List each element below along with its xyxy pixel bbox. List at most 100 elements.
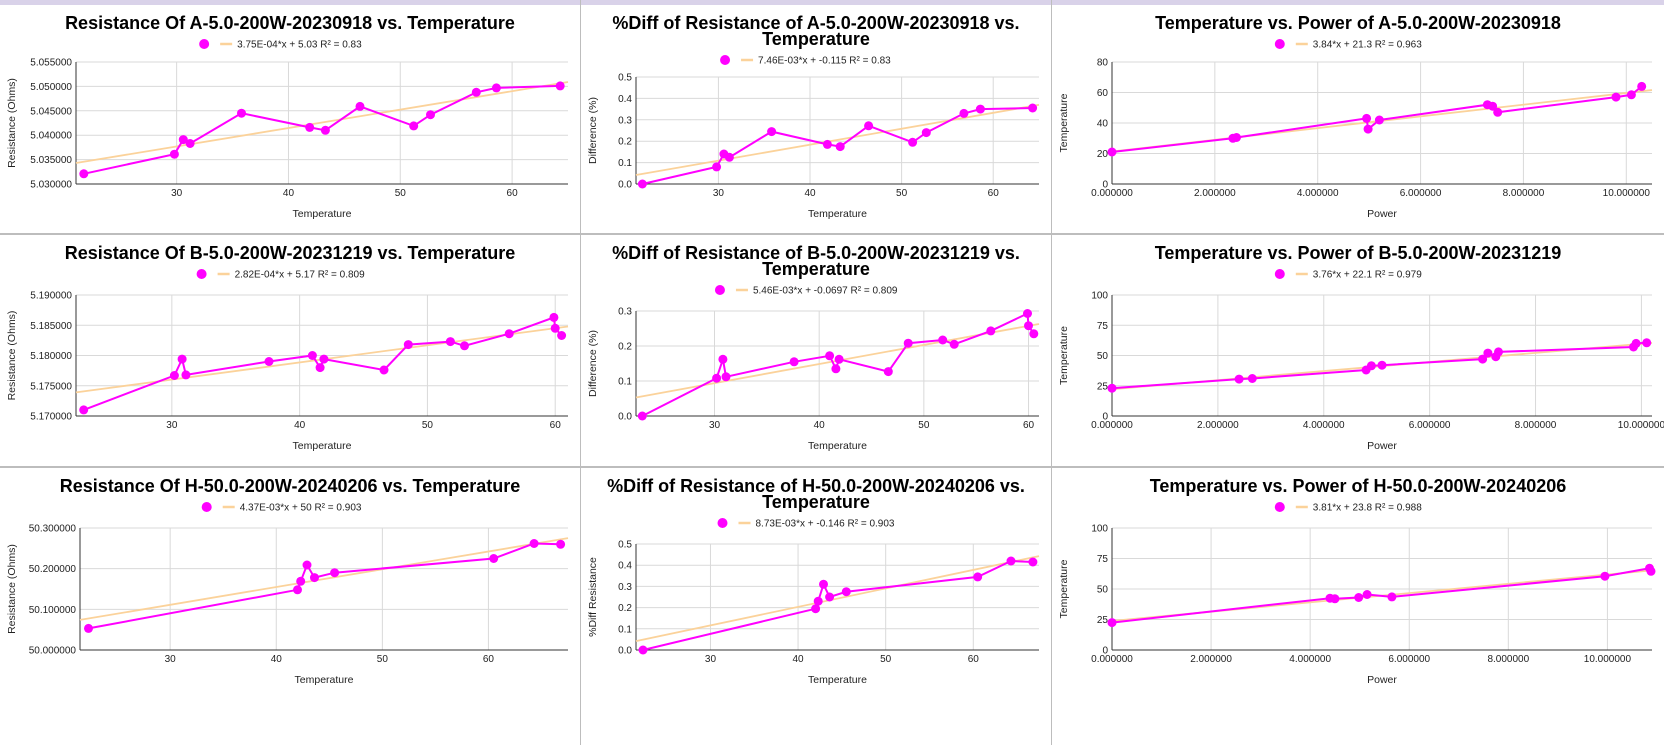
data-point [721, 372, 731, 382]
column-divider [580, 0, 581, 745]
data-point [841, 587, 851, 597]
row-divider [0, 466, 1664, 468]
x-axis-label: Temperature [295, 674, 354, 686]
y-axis-label: Difference (%) [587, 97, 599, 164]
legend-text: 4.37E-03*x + 50 R² = 0.903 [240, 503, 362, 514]
data-point [712, 373, 722, 383]
column-divider [1051, 0, 1052, 745]
data-point [185, 139, 195, 148]
data-point [903, 338, 913, 348]
data-point [491, 83, 501, 93]
chart-legend: 8.73E-03*x + -0.146 R² = 0.903 [717, 518, 895, 530]
data-point [637, 179, 647, 189]
y-tick-label: 50 [1097, 585, 1109, 596]
data-point [831, 364, 841, 374]
data-point [1107, 147, 1117, 157]
x-axis-label: Temperature [293, 440, 352, 452]
y-tick-label: 0.0 [618, 646, 632, 657]
data-point [556, 539, 566, 549]
y-tick-label: 5.180000 [30, 351, 72, 362]
data-point [1493, 107, 1503, 117]
legend-text: 8.73E-03*x + -0.146 R² = 0.903 [756, 519, 895, 530]
x-tick-label: 40 [283, 188, 295, 199]
x-tick-label: 40 [271, 654, 283, 665]
y-tick-label: 0.3 [618, 582, 632, 593]
chart-legend: 3.81*x + 23.8 R² = 0.988 [1274, 502, 1422, 514]
chart-legend: 3.75E-04*x + 5.03 R² = 0.83 [199, 39, 362, 51]
x-tick-label: 4.000000 [1289, 654, 1331, 665]
legend-text: 2.82E-04*x + 5.17 R² = 0.809 [235, 270, 366, 281]
data-point [310, 573, 319, 583]
x-tick-label: 0.000000 [1091, 654, 1133, 665]
data-point [637, 411, 647, 421]
y-tick-label: 5.185000 [30, 321, 72, 332]
legend-marker-data [1274, 502, 1285, 512]
chart-svg: Temperature vs. Power of B-5.0-200W-2023… [1058, 243, 1664, 452]
data-point [320, 125, 330, 135]
data-point [550, 323, 560, 333]
data-point [460, 341, 469, 351]
x-axis-label: Temperature [808, 208, 867, 220]
x-tick-label: 10.000000 [1603, 188, 1651, 199]
chart-svg: %Diff of Resistance of B-5.0-200W-202312… [587, 243, 1040, 452]
data-point [1232, 133, 1241, 142]
data-point [825, 592, 835, 602]
chart-title: Resistance Of A-5.0-200W-20230918 vs. Te… [65, 13, 515, 33]
chart-title: Resistance Of H-50.0-200W-20240206 vs. T… [60, 476, 521, 496]
y-tick-label: 0.4 [618, 94, 632, 105]
chart-legend: 3.84*x + 21.3 R² = 0.963 [1274, 39, 1422, 51]
x-axis-label: Temperature [808, 440, 867, 452]
data-point [959, 108, 969, 118]
y-tick-label: 50.200000 [29, 564, 77, 575]
data-point [1362, 590, 1372, 599]
data-point [426, 110, 435, 120]
data-point [1023, 309, 1032, 318]
data-point [169, 371, 179, 380]
x-tick-label: 10.000000 [1584, 654, 1632, 665]
y-tick-label: 0.0 [618, 180, 632, 191]
data-point [718, 354, 728, 364]
chart-panel: %Diff of Resistance of A-5.0-200W-202309… [581, 5, 1051, 233]
chart-title: %Diff of Resistance of H-50.0-200W-20240… [607, 476, 1025, 496]
data-point [1247, 374, 1257, 383]
y-tick-label: 5.170000 [30, 412, 72, 423]
data-point [403, 340, 413, 350]
legend-text: 3.81*x + 23.8 R² = 0.988 [1313, 503, 1422, 514]
chart-title: %Diff of Resistance of B-5.0-200W-202312… [612, 243, 1020, 263]
data-point [1646, 566, 1656, 576]
x-tick-label: 6.000000 [1409, 420, 1451, 431]
chart-panel: Resistance Of A-5.0-200W-20230918 vs. Te… [0, 5, 580, 233]
x-tick-label: 30 [709, 420, 721, 431]
x-tick-label: 60 [988, 188, 1000, 199]
x-tick-label: 50 [395, 188, 407, 199]
y-tick-label: 0.0 [618, 412, 632, 423]
y-axis-label: %Diff Resistance [587, 557, 599, 637]
x-tick-label: 40 [294, 420, 306, 431]
y-axis-label: Temperature [1058, 326, 1070, 385]
data-point [975, 104, 985, 114]
x-tick-label: 30 [705, 654, 717, 665]
y-tick-label: 0.3 [618, 307, 632, 318]
legend-marker-data [201, 502, 212, 512]
data-point [1387, 592, 1397, 602]
data-point [177, 354, 187, 364]
data-point [1494, 347, 1503, 357]
chart-panel: Temperature vs. Power of B-5.0-200W-2023… [1052, 235, 1664, 466]
data-point [973, 572, 983, 582]
chart-panel: Temperature vs. Power of H-50.0-200W-202… [1052, 468, 1664, 745]
y-tick-label: 0.2 [618, 603, 632, 614]
x-tick-label: 60 [483, 654, 495, 665]
data-point [921, 128, 931, 138]
y-tick-label: 0.2 [618, 342, 632, 353]
data-point [181, 370, 191, 380]
x-tick-label: 4.000000 [1303, 420, 1345, 431]
data-point [1637, 81, 1647, 91]
data-point [1006, 556, 1016, 566]
data-point [819, 579, 828, 589]
y-tick-label: 5.040000 [30, 131, 72, 142]
x-axis-label: Temperature [808, 674, 867, 686]
chart-title: %Diff of Resistance of A-5.0-200W-202309… [612, 13, 1019, 33]
data-point [264, 357, 274, 366]
chart-title: Temperature vs. Power of A-5.0-200W-2023… [1155, 13, 1561, 33]
x-axis-label: Temperature [293, 208, 352, 220]
